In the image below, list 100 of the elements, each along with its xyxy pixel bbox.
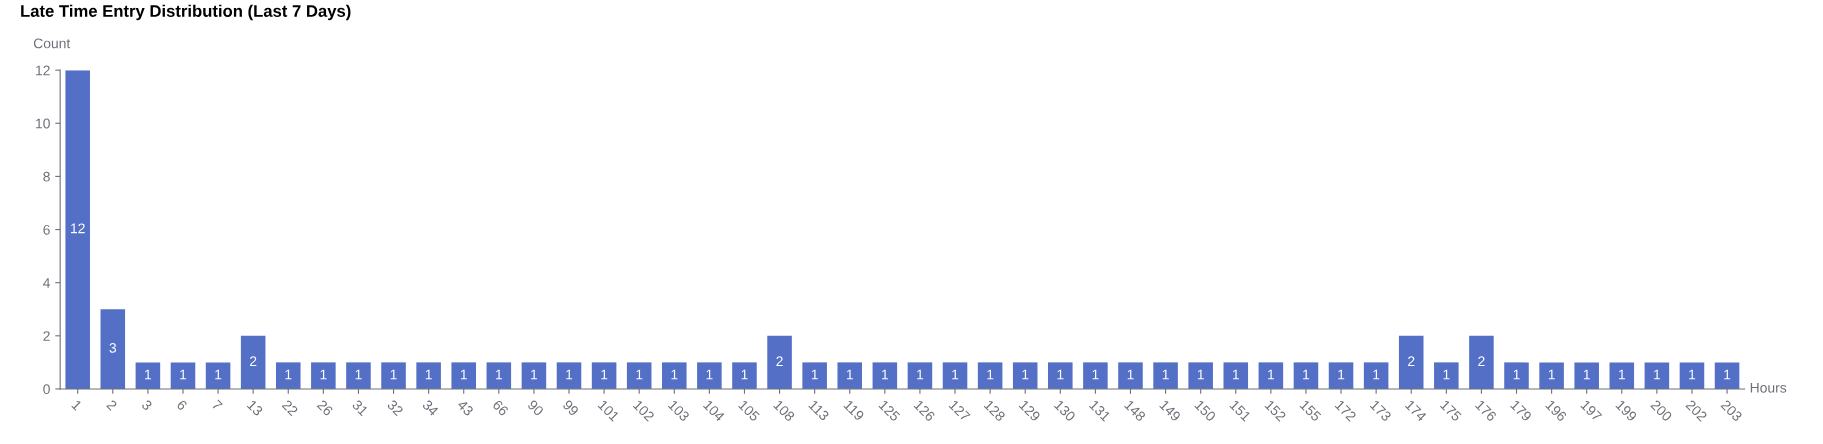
data-label: 1 [671, 369, 678, 380]
x-tick-label: 32 [386, 399, 404, 417]
bar [1469, 335, 1494, 389]
y-tick-label: 10 [36, 118, 50, 129]
bar [1258, 362, 1284, 389]
x-tick-label: 102 [632, 399, 655, 422]
bar [1574, 362, 1599, 389]
x-tick-label: 101 [597, 399, 620, 422]
x-tick-label: 172 [1334, 399, 1357, 422]
data-label: 1 [636, 369, 643, 380]
data-label: 2 [1478, 356, 1485, 366]
bar [662, 362, 687, 389]
x-tick-label: 26 [316, 399, 334, 417]
data-label: 1 [1513, 369, 1520, 380]
data-label: 2 [1408, 356, 1415, 366]
x-tick-label: 131 [1088, 399, 1112, 422]
chart-title: Late Time Entry Distribution (Last 7 Days) [21, 4, 351, 21]
data-label: 1 [425, 369, 432, 380]
x-tick-label: 113 [808, 399, 830, 422]
bar [872, 362, 898, 389]
data-label: 1 [1057, 369, 1064, 380]
x-tick-label: 176 [1474, 399, 1498, 422]
data-label: 1 [1618, 369, 1625, 380]
bar [977, 362, 1003, 389]
bar [907, 362, 933, 389]
data-label: 1 [215, 369, 222, 380]
x-tick-label: 7 [211, 399, 223, 411]
data-label: 1 [1127, 369, 1134, 380]
x-tick-label: 119 [843, 399, 865, 422]
x-tick-label: 197 [1580, 399, 1603, 422]
data-label: 2 [776, 356, 783, 366]
x-tick-label: 130 [1053, 399, 1077, 422]
data-label: 1 [145, 369, 152, 380]
data-label: 1 [741, 369, 748, 380]
x-tick-label: 43 [456, 399, 474, 417]
data-label: 1 [355, 369, 362, 380]
data-label: 1 [566, 369, 573, 380]
data-label: 1 [1654, 369, 1661, 380]
data-label: 1 [390, 369, 397, 380]
data-label: 1 [1197, 369, 1204, 380]
bar [416, 362, 441, 389]
data-label: 1 [1689, 369, 1696, 380]
bar [1644, 362, 1670, 389]
x-tick-label: 13 [246, 399, 264, 417]
bar [451, 362, 477, 389]
x-tick-label: 151 [1229, 399, 1252, 422]
x-tick-label: 103 [667, 399, 690, 422]
y-tick-label: 0 [43, 384, 50, 395]
x-tick-label: 34 [421, 399, 440, 417]
x-tick-label: 108 [773, 399, 796, 422]
x-tick-label: 202 [1685, 399, 1708, 422]
data-label: 1 [180, 369, 187, 380]
bar [697, 362, 722, 389]
x-tick-label: 3 [141, 399, 153, 411]
bar [240, 335, 266, 389]
bar [1048, 362, 1073, 389]
data-label: 1 [1338, 369, 1345, 380]
bar [135, 362, 161, 389]
x-tick-label: 173 [1369, 399, 1392, 422]
data-label: 1 [1232, 369, 1239, 380]
data-label: 1 [952, 369, 959, 380]
x-tick-label: 200 [1650, 399, 1673, 422]
bar [1679, 362, 1705, 389]
x-tick-label: 155 [1299, 399, 1322, 422]
data-label: 3 [109, 342, 117, 353]
data-label: 1 [285, 369, 292, 380]
data-label: 1 [1162, 369, 1169, 380]
data-label: 1 [882, 369, 889, 380]
bar [837, 362, 863, 389]
x-tick-label: 149 [1159, 399, 1182, 422]
bar [732, 362, 757, 389]
bar [1118, 362, 1143, 389]
y-tick-label: 6 [43, 224, 50, 235]
data-label: 1 [1303, 369, 1310, 380]
data-label: 1 [1373, 369, 1380, 380]
x-tick-label: 174 [1404, 399, 1427, 422]
x-axis-title: Hours [1750, 382, 1787, 393]
bar [942, 362, 968, 389]
x-tick-label: 196 [1545, 399, 1568, 422]
bar [1398, 335, 1424, 389]
x-tick-label: 90 [527, 399, 545, 417]
x-tick-label: 6 [176, 399, 188, 411]
data-label: 1 [496, 369, 502, 380]
data-label: 1 [987, 369, 994, 380]
x-tick-label: 31 [351, 399, 369, 417]
bar [1504, 362, 1529, 389]
x-tick-label: 148 [1124, 399, 1147, 422]
data-label: 1 [1092, 369, 1099, 380]
x-tick-label: 152 [1264, 399, 1287, 422]
x-tick-label: 105 [738, 399, 761, 422]
bar [1223, 362, 1249, 389]
bar [1363, 362, 1389, 389]
y-tick-label: 4 [43, 278, 51, 288]
data-label: 1 [706, 369, 713, 380]
bar [1293, 362, 1319, 389]
x-tick-label: 22 [281, 399, 299, 417]
bar [205, 362, 231, 389]
x-tick-label: 66 [492, 399, 510, 417]
y-tick-label: 8 [43, 171, 50, 182]
data-label: 1 [1548, 369, 1555, 380]
